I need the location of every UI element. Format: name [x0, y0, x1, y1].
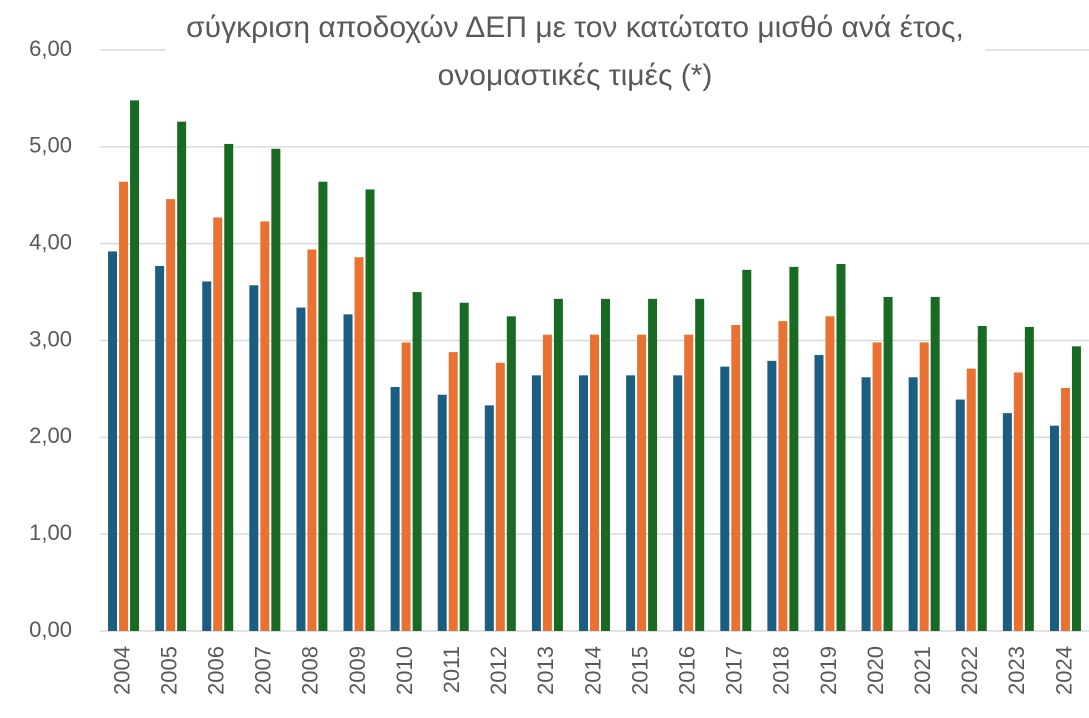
bar [1071, 346, 1081, 631]
x-tick-label: 2008 [298, 646, 323, 695]
bar [296, 307, 306, 631]
bar [271, 148, 281, 631]
x-tick-label: 2022 [957, 646, 982, 695]
bar [224, 143, 234, 631]
y-tick-label: 1,00 [29, 520, 72, 545]
x-tick-label: 2019 [816, 646, 841, 695]
bar [390, 386, 400, 631]
x-tick-label: 2013 [533, 646, 558, 695]
x-tick-label: 2014 [580, 646, 605, 695]
bar [412, 292, 422, 631]
x-tick-label: 2011 [439, 646, 464, 693]
bar [260, 221, 270, 631]
bar [437, 394, 447, 631]
bar [484, 405, 494, 631]
bar [637, 334, 647, 631]
y-tick-label: 0,00 [29, 617, 72, 642]
bar [542, 334, 552, 631]
x-tick-label: 2024 [1051, 646, 1076, 695]
bar [459, 302, 469, 631]
x-tick-label: 2016 [675, 646, 700, 695]
bar [814, 355, 824, 631]
bar [977, 325, 987, 631]
bar [767, 360, 777, 631]
x-tick-label: 2023 [1004, 646, 1029, 695]
bar [825, 316, 835, 631]
bar [579, 375, 588, 631]
bar [119, 181, 129, 631]
bar [930, 296, 940, 631]
bar [307, 249, 317, 631]
bar [861, 377, 871, 631]
bar [626, 375, 636, 631]
bar [836, 264, 846, 631]
x-tick-label: 2020 [863, 646, 888, 695]
bar [590, 334, 599, 631]
bar [720, 366, 730, 631]
bar [401, 342, 411, 631]
bar [731, 325, 741, 631]
bar [673, 375, 683, 631]
bar [695, 298, 705, 631]
x-tick-label: 2007 [251, 646, 276, 695]
bar [249, 285, 259, 631]
bar [166, 199, 176, 631]
bar [506, 316, 516, 631]
y-tick-label: 2,00 [29, 423, 72, 448]
y-tick-label: 3,00 [29, 326, 72, 351]
bar [1024, 326, 1034, 631]
bar [1060, 387, 1070, 631]
bar [883, 296, 893, 631]
x-tick-label: 2005 [156, 646, 181, 695]
y-tick-label: 6,00 [29, 36, 72, 61]
bar [495, 362, 505, 631]
bar [1013, 372, 1023, 631]
bar [155, 265, 165, 631]
bar [919, 342, 929, 631]
bar [343, 314, 353, 631]
bar [108, 251, 118, 631]
bar [177, 121, 187, 631]
bar [448, 352, 458, 631]
x-tick-label: 2021 [910, 646, 935, 695]
bar [365, 189, 375, 631]
chart-title: σύγκριση αποδοχών ΔΕΠ με τον κατώτατο μι… [165, 4, 985, 100]
x-tick-label: 2015 [627, 646, 652, 695]
bar [601, 298, 610, 631]
bar [648, 298, 658, 631]
bar [742, 269, 752, 631]
bar [213, 217, 223, 631]
x-tick-label: 2012 [486, 646, 511, 695]
bar [553, 298, 563, 631]
bar [202, 281, 212, 631]
bar [966, 368, 976, 631]
x-tick-label: 2018 [769, 646, 794, 695]
bar [354, 257, 364, 631]
y-tick-label: 5,00 [29, 133, 72, 158]
bar [1002, 413, 1012, 631]
bar [1049, 425, 1059, 631]
bar [318, 181, 328, 631]
bar [872, 342, 882, 631]
bar [130, 100, 140, 631]
bar [789, 266, 799, 631]
bar [684, 334, 694, 631]
x-tick-label: 2010 [392, 646, 417, 695]
x-tick-label: 2009 [345, 646, 370, 695]
x-tick-label: 2006 [204, 646, 229, 695]
bar [778, 321, 788, 631]
x-tick-label: 2017 [722, 646, 747, 695]
bar [955, 399, 965, 631]
y-tick-label: 4,00 [29, 229, 72, 254]
bar [531, 375, 541, 631]
x-tick-label: 2004 [109, 646, 134, 695]
bar [908, 377, 918, 631]
